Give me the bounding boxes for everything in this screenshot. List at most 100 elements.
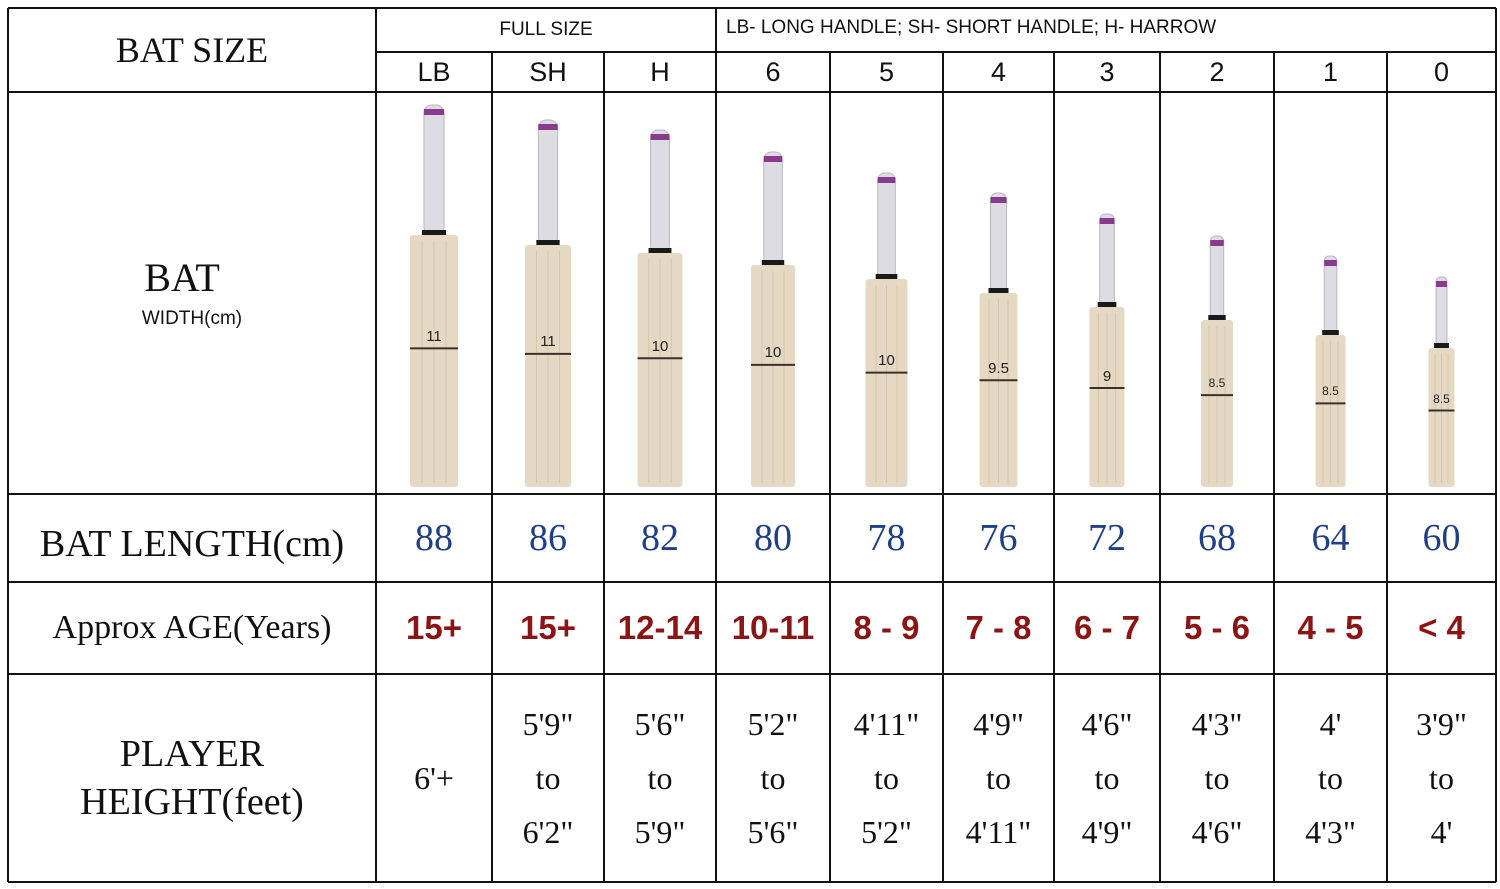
size-code-2: 2 — [1209, 56, 1225, 87]
player-height-value: 4' to 4'3" — [1274, 676, 1387, 880]
height-from: 6'+ — [414, 760, 454, 796]
bat-illustration — [1315, 255, 1346, 487]
bat-width-value: 10 — [764, 344, 782, 362]
approx-age-value: 15+ — [520, 609, 576, 646]
height-to: 4'6" — [1191, 814, 1243, 850]
bat-illustration — [637, 129, 683, 487]
bat-row-label: BAT WIDTH(cm) — [8, 92, 376, 492]
approx-age-value: 7 - 8 — [965, 609, 1032, 646]
bat-length-label: BAT LENGTH(cm) — [39, 523, 345, 565]
full-size-label: FULL SIZE — [499, 19, 593, 40]
bat-illustration — [751, 151, 795, 487]
bat-size-label: BAT SIZE — [115, 30, 269, 70]
bat-illustration — [1089, 213, 1125, 487]
height-to-word: to — [1318, 760, 1343, 796]
height-to: 6'2" — [522, 814, 574, 850]
size-code-5: 5 — [878, 56, 895, 87]
size-code-1: 1 — [1322, 56, 1339, 87]
bat-illustration — [979, 192, 1018, 487]
height-from: 3'9" — [1416, 706, 1467, 742]
size-code-4: 4 — [990, 56, 1007, 87]
bat-length-value: 60 — [1422, 517, 1461, 559]
bat-length-value: 68 — [1198, 517, 1236, 559]
player-height-value: 5'6" to 5'9" — [604, 676, 716, 880]
bat-collar — [421, 230, 447, 235]
height-to-word: to — [647, 760, 673, 796]
bat-label: BAT — [144, 255, 220, 300]
height-from: 4' — [1319, 706, 1342, 742]
bat-width-value: 8.5 — [1208, 376, 1226, 391]
bat-collar — [988, 288, 1009, 293]
height-to: 5'9" — [634, 814, 686, 850]
bat-illustration — [1201, 235, 1233, 487]
height-from: 5'2" — [747, 706, 799, 742]
height-to: 4'9" — [1081, 814, 1133, 850]
size-code-6: 6 — [765, 56, 781, 87]
approx-age-value: 6 - 7 — [1073, 609, 1141, 646]
height-to: 5'2" — [861, 814, 912, 850]
grip-band — [423, 109, 445, 115]
height-to: 4'11" — [965, 814, 1032, 850]
height-to: 4'3" — [1305, 814, 1356, 850]
height-to-word: to — [874, 760, 899, 796]
bat-grip — [1323, 255, 1338, 336]
bat-width-value: 9.5 — [988, 359, 1009, 377]
bat-collar — [1434, 343, 1449, 348]
height-from: 5'9" — [522, 706, 574, 742]
bat-length-value: 86 — [529, 517, 567, 559]
bat-grip — [537, 119, 559, 246]
player-height-value: 4'6" to 4'9" — [1054, 676, 1160, 880]
bat-width-value: 8.5 — [1433, 391, 1450, 406]
height-to: 5'6" — [747, 814, 799, 850]
approx-age-label: Approx AGE(Years) — [52, 609, 332, 646]
player-height-line1: PLAYER — [119, 733, 265, 775]
bat-width-value: 10 — [651, 337, 669, 355]
handle-legend: LB- LONG HANDLE; SH- SHORT HANDLE; H- HA… — [726, 17, 1217, 38]
bat-illustration — [1428, 276, 1455, 487]
bat-length-value: 76 — [979, 517, 1018, 559]
size-code-0: 0 — [1433, 56, 1450, 87]
bat-length-value: 88 — [415, 517, 453, 559]
height-to-word: to — [1204, 760, 1230, 796]
grip-band — [538, 124, 558, 130]
player-height-value: 4'9" to 4'11" — [943, 676, 1054, 880]
player-height-value: 3'9" to 4' — [1387, 676, 1496, 880]
bat-length-value: 82 — [641, 517, 679, 559]
approx-age-value: 15+ — [406, 609, 462, 646]
bat-width-value: 11 — [426, 327, 442, 345]
bat-grip — [990, 192, 1007, 294]
player-height-label: PLAYER HEIGHT(feet) — [8, 674, 376, 882]
bat-width-value: 8.5 — [1322, 384, 1339, 399]
approx-age-value: 5 - 6 — [1183, 609, 1251, 646]
bat-illustration — [865, 172, 908, 487]
height-to-word: to — [1429, 760, 1454, 796]
bat-collar — [648, 248, 672, 253]
height-from: 4'11" — [853, 706, 920, 742]
height-from: 5'6" — [634, 706, 686, 742]
height-to-word: to — [760, 760, 786, 796]
grip-band — [1210, 240, 1224, 246]
approx-age-value: 12-14 — [617, 609, 703, 646]
grip-band — [763, 156, 783, 162]
height-to-word: to — [535, 760, 561, 796]
height-to: 4' — [1430, 814, 1453, 850]
bat-grip — [1435, 276, 1448, 349]
grip-band — [650, 134, 670, 140]
bat-illustration — [410, 104, 458, 487]
height-to-word: to — [1094, 760, 1120, 796]
bat-width-value: 11 — [540, 333, 556, 351]
width-label: WIDTH(cm) — [141, 308, 243, 329]
bat-illustration — [525, 119, 571, 487]
approx-age-value: 4 - 5 — [1297, 609, 1364, 646]
bat-length-value: 72 — [1088, 517, 1126, 559]
size-code-3: 3 — [1099, 56, 1115, 87]
bat-length-value: 78 — [867, 517, 906, 559]
bat-collar — [1322, 330, 1339, 335]
height-to-word: to — [986, 760, 1011, 796]
bat-collar — [875, 274, 898, 279]
height-from: 4'3" — [1191, 706, 1243, 742]
size-code-lb: LB — [417, 56, 451, 87]
grip-band — [1436, 281, 1447, 287]
approx-age-value: 8 - 9 — [853, 609, 920, 646]
